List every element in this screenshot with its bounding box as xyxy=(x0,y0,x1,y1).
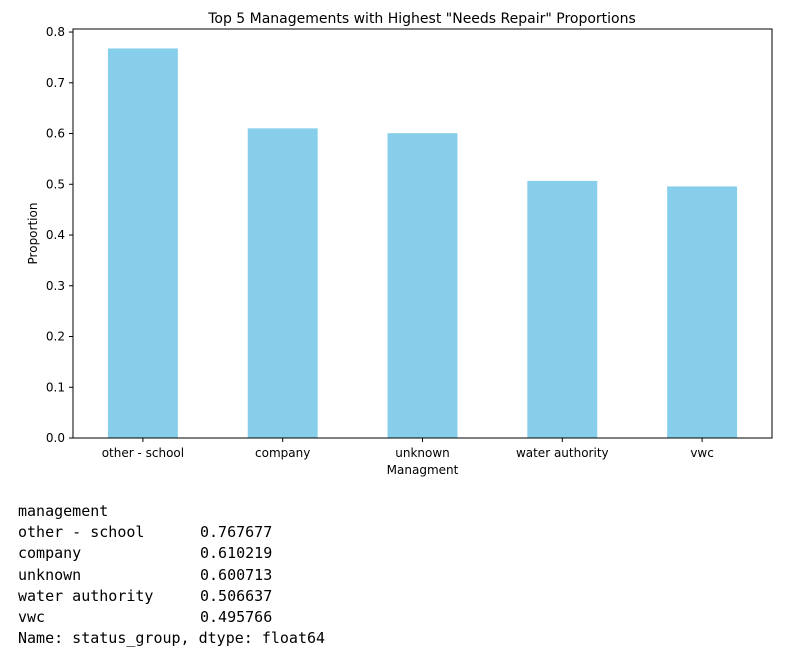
output-row-label: vwc xyxy=(18,607,46,626)
series-output: management other - school 0.767677 compa… xyxy=(18,501,325,649)
y-tick-label: 0.7 xyxy=(46,76,65,90)
output-row-label: unknown xyxy=(18,565,82,584)
bar-chart: Top 5 Managements with Highest "Needs Re… xyxy=(26,11,773,477)
bar-water-authority xyxy=(527,180,598,438)
y-axis-ticks: 0.0 0.1 0.2 0.3 0.4 0.5 0.6 0.7 0.8 xyxy=(46,25,73,445)
bar-unknown xyxy=(387,133,458,438)
chart-title: Top 5 Managements with Highest "Needs Re… xyxy=(207,11,636,27)
x-tick-label: unknown xyxy=(395,446,450,460)
output-row: vwc 0.495766 xyxy=(18,607,325,628)
x-tick-label: vwc xyxy=(690,446,714,460)
output-row-label: other - school xyxy=(18,523,145,542)
output-row-value: 0.767677 xyxy=(200,523,273,542)
output-row: water authority 0.506637 xyxy=(18,586,325,607)
x-axis-ticks: other - school company unknown water author… xyxy=(102,438,714,460)
bar-other-school xyxy=(107,48,178,439)
output-header: management xyxy=(18,502,109,520)
x-tick-label: water authority xyxy=(516,446,609,460)
x-tick-label: other - school xyxy=(102,446,184,460)
output-row: other - school 0.767677 xyxy=(18,522,325,543)
output-row-value: 0.600713 xyxy=(200,565,273,584)
bar-vwc xyxy=(667,186,738,438)
y-tick-label: 0.8 xyxy=(46,25,65,39)
output-footer: Name: status_group, dtype: float64 xyxy=(18,629,326,648)
y-tick-label: 0.6 xyxy=(46,127,65,141)
output-row: unknown 0.600713 xyxy=(18,565,325,586)
y-tick-label: 0.3 xyxy=(46,279,65,293)
y-tick-label: 0.4 xyxy=(46,228,65,242)
bar-company xyxy=(247,128,318,438)
y-tick-label: 0.2 xyxy=(46,330,65,344)
y-axis-label: Proportion xyxy=(26,203,40,265)
y-tick-label: 0.5 xyxy=(46,177,65,191)
y-tick-label: 0.0 xyxy=(46,431,65,445)
output-row-value: 0.506637 xyxy=(200,586,273,605)
x-tick-label: company xyxy=(255,446,310,460)
output-row-value: 0.610219 xyxy=(200,544,273,563)
plot-frame xyxy=(72,28,773,439)
output-row-value: 0.495766 xyxy=(200,607,273,626)
output-row-label: water authority xyxy=(18,586,154,605)
output-row-label: company xyxy=(18,544,82,563)
output-row: company 0.610219 xyxy=(18,543,325,564)
y-tick-label: 0.1 xyxy=(46,380,65,394)
x-axis-label: Managment xyxy=(387,463,459,477)
bars-layer xyxy=(107,48,738,439)
